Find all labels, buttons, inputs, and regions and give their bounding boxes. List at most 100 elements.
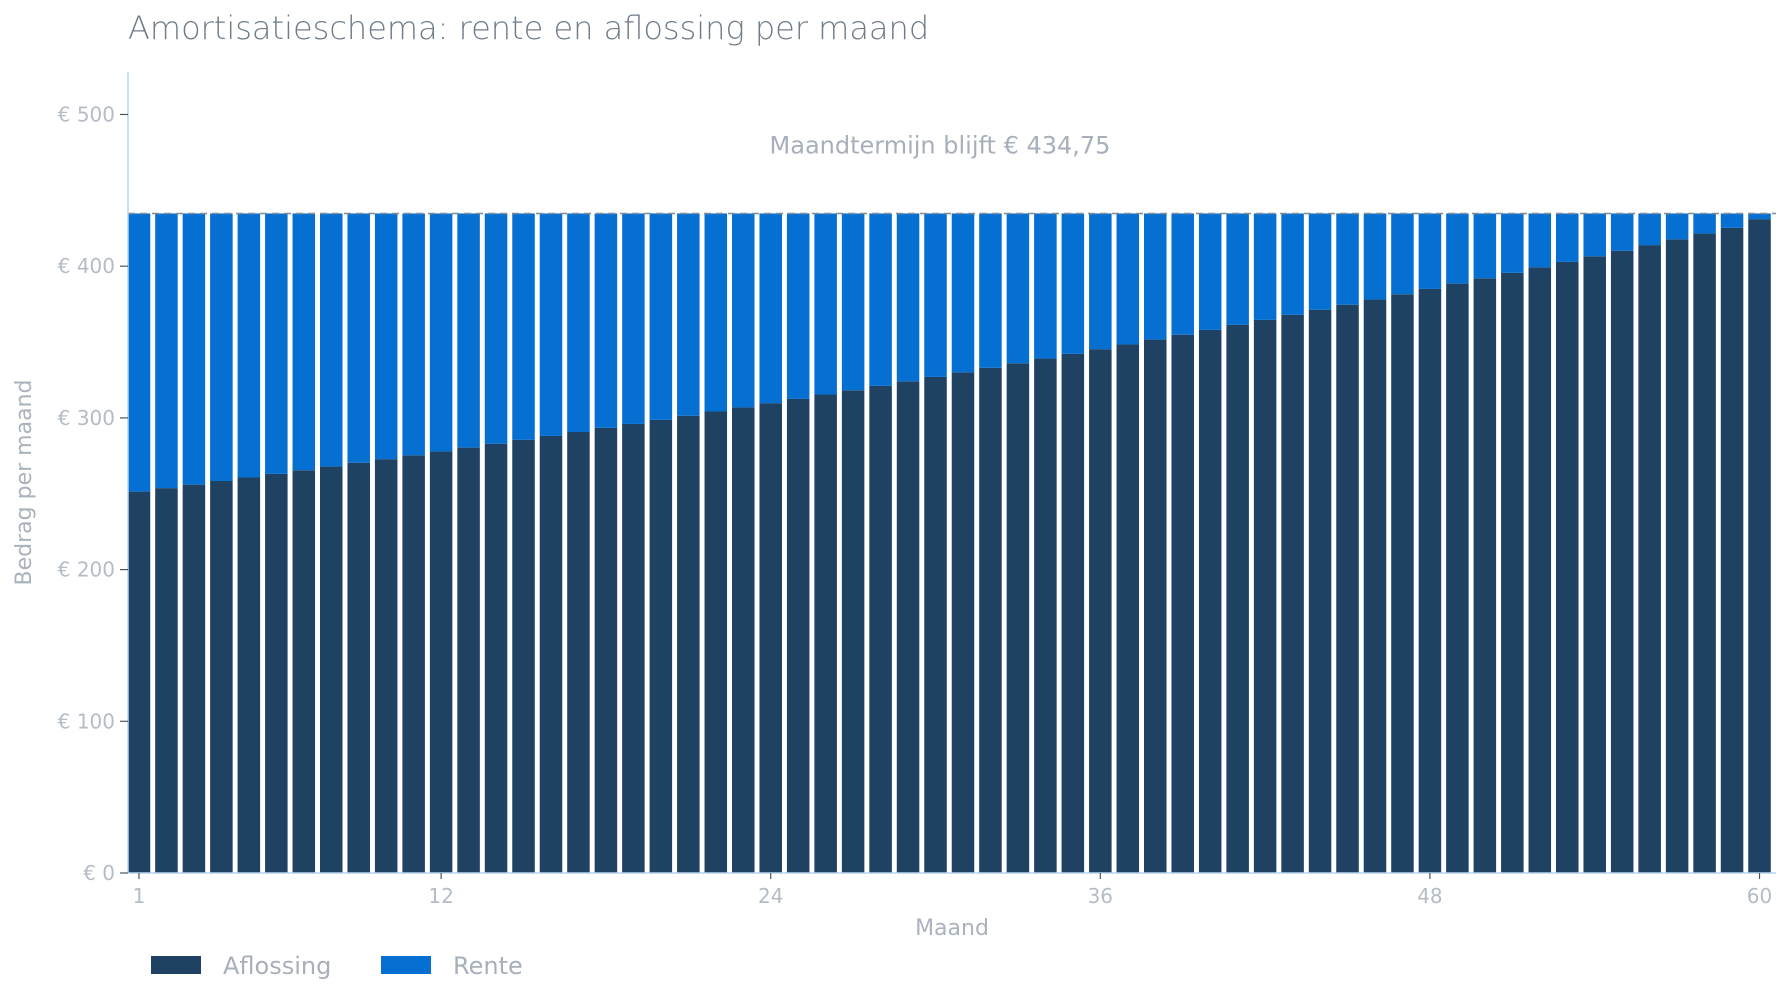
bar-aflossing-month-30 — [924, 376, 947, 873]
bar-aflossing-month-22 — [704, 411, 728, 873]
bar-aflossing-month-51 — [1501, 272, 1524, 873]
bar-aflossing-month-40 — [1198, 329, 1222, 873]
bar-rente-month-57 — [1665, 213, 1689, 240]
bar-aflossing-month-13 — [457, 447, 480, 873]
bar-rente-month-40 — [1198, 213, 1222, 330]
x-tick-label: 48 — [1417, 884, 1442, 908]
bar-rente-month-15 — [512, 213, 535, 440]
bar-rente-month-51 — [1501, 213, 1524, 273]
bar-aflossing-month-15 — [512, 439, 535, 873]
bar-rente-month-48 — [1418, 213, 1442, 289]
bar-rente-month-14 — [484, 213, 508, 444]
bar-rente-month-17 — [567, 213, 590, 432]
bar-aflossing-month-48 — [1418, 288, 1442, 873]
y-axis-title: Bedrag per maand — [12, 380, 37, 586]
bar-aflossing-month-52 — [1528, 267, 1552, 873]
bar-rente-month-25 — [786, 213, 810, 399]
bar-aflossing-month-42 — [1253, 319, 1277, 873]
bar-aflossing-month-43 — [1281, 314, 1304, 873]
bar-aflossing-month-10 — [374, 459, 398, 873]
bar-rente-month-11 — [402, 213, 425, 456]
x-tick-label: 1 — [133, 884, 146, 908]
bar-rente-month-49 — [1446, 213, 1469, 284]
bar-rente-month-45 — [1336, 213, 1359, 305]
y-axis-ticks: € 0 € 100 € 200 € 300 € 400 € 500 — [58, 102, 128, 885]
bar-aflossing-month-24 — [759, 403, 782, 873]
bar-aflossing-month-57 — [1665, 239, 1689, 873]
legend-label-rente: Rente — [453, 952, 523, 980]
chart-title: Amortisatieschema: rente en aflossing pe… — [128, 9, 929, 47]
bar-rente-month-47 — [1391, 213, 1414, 295]
y-tick-label: € 0 — [83, 861, 115, 885]
bar-rente-month-36 — [1089, 213, 1112, 350]
bar-rente-month-60 — [1748, 213, 1771, 220]
bar-rente-month-52 — [1528, 213, 1552, 268]
bar-aflossing-month-56 — [1638, 245, 1661, 874]
bar-aflossing-month-55 — [1610, 250, 1634, 873]
bar-rente-month-31 — [951, 213, 975, 373]
bar-rente-month-24 — [759, 213, 782, 404]
bar-aflossing-month-19 — [622, 423, 645, 873]
x-tick-label: 12 — [428, 884, 453, 908]
bar-rente-month-2 — [155, 213, 178, 489]
x-tick-label: 24 — [758, 884, 783, 908]
bar-rente-month-37 — [1116, 213, 1140, 345]
bar-aflossing-month-11 — [402, 455, 425, 873]
bar-rente-month-1 — [127, 213, 151, 492]
bar-rente-month-39 — [1171, 213, 1194, 335]
bar-aflossing-month-36 — [1089, 349, 1112, 873]
bar-rente-month-44 — [1308, 213, 1332, 310]
bar-rente-month-16 — [539, 213, 563, 436]
bar-rente-month-22 — [704, 213, 728, 412]
y-tick-label: € 500 — [58, 102, 115, 126]
bar-aflossing-month-7 — [292, 470, 316, 873]
bar-rente-month-53 — [1555, 213, 1579, 262]
bar-aflossing-month-21 — [677, 415, 700, 873]
bar-rente-month-29 — [896, 213, 920, 382]
bar-rente-month-18 — [594, 213, 618, 428]
bar-aflossing-month-14 — [484, 443, 508, 873]
bar-rente-month-13 — [457, 213, 480, 448]
x-tick-label: 36 — [1088, 884, 1113, 908]
bar-aflossing-month-23 — [731, 407, 755, 873]
bar-aflossing-month-3 — [182, 484, 206, 873]
bar-aflossing-month-9 — [347, 462, 370, 873]
bars-group — [127, 213, 1771, 874]
bar-rente-month-28 — [869, 213, 892, 386]
bar-aflossing-month-2 — [155, 488, 178, 873]
bar-aflossing-month-37 — [1116, 344, 1140, 874]
bar-aflossing-month-6 — [265, 473, 288, 873]
legend-swatch-aflossing — [151, 956, 201, 974]
bar-rente-month-50 — [1473, 213, 1497, 279]
bar-aflossing-month-49 — [1446, 283, 1469, 873]
legend-swatch-rente — [381, 956, 431, 974]
bar-aflossing-month-34 — [1034, 358, 1057, 873]
bar-aflossing-month-33 — [1006, 363, 1030, 873]
bar-aflossing-month-60 — [1748, 219, 1771, 873]
bar-aflossing-month-18 — [594, 427, 618, 873]
bar-rente-month-55 — [1610, 213, 1634, 251]
bar-aflossing-month-35 — [1061, 353, 1085, 873]
y-tick-label: € 400 — [58, 254, 115, 278]
bar-aflossing-month-39 — [1171, 334, 1194, 873]
bar-aflossing-month-32 — [979, 367, 1002, 873]
bar-aflossing-month-53 — [1555, 261, 1579, 873]
bar-rente-month-30 — [924, 213, 947, 377]
bar-rente-month-23 — [731, 213, 755, 408]
bar-rente-month-4 — [210, 213, 233, 481]
bar-rente-month-54 — [1583, 213, 1606, 257]
bar-rente-month-19 — [622, 213, 645, 424]
bar-aflossing-month-17 — [567, 431, 590, 873]
bar-rente-month-46 — [1363, 213, 1387, 300]
bar-rente-month-41 — [1226, 213, 1249, 325]
bar-aflossing-month-38 — [1143, 339, 1167, 873]
bar-aflossing-month-29 — [896, 381, 920, 873]
bar-rente-month-12 — [429, 213, 453, 452]
bar-aflossing-month-46 — [1363, 299, 1387, 873]
bar-rente-month-56 — [1638, 213, 1661, 246]
bar-rente-month-5 — [237, 213, 261, 478]
bar-aflossing-month-26 — [814, 394, 837, 873]
bar-rente-month-20 — [649, 213, 673, 420]
bar-aflossing-month-47 — [1391, 294, 1414, 873]
